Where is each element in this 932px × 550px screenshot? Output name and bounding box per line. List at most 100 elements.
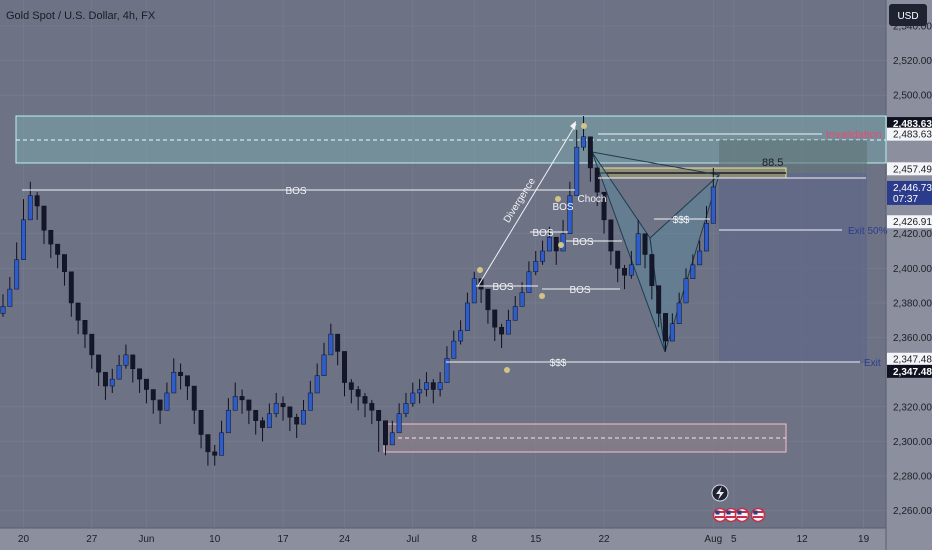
- price-tag-label: 2,347.48: [893, 355, 932, 366]
- candle: [82, 320, 88, 335]
- y-tick-label: 2,540.00: [893, 21, 932, 32]
- candle: [505, 320, 511, 335]
- economic-events[interactable]: [712, 507, 766, 523]
- candle: [205, 434, 211, 453]
- candle: [424, 382, 429, 390]
- candle: [567, 195, 573, 234]
- x-tick-label: 17: [277, 534, 289, 545]
- bos-label-4: BOS: [532, 228, 553, 239]
- candle: [219, 432, 225, 456]
- price-tag-box: [887, 352, 932, 366]
- candle: [704, 223, 709, 252]
- us-flag-icon[interactable]: [734, 507, 750, 523]
- divergence-arrow: [477, 123, 577, 287]
- y-tick-label: 2,260.00: [893, 506, 932, 517]
- candle: [669, 323, 675, 342]
- candle: [130, 354, 136, 369]
- candle: [499, 326, 505, 335]
- price-tags: 2,483.632,483.632,457.492,446.7307:372,4…: [887, 117, 932, 378]
- liquidity-label-2: $$$: [673, 215, 690, 226]
- y-tick-label: 2,400.00: [893, 264, 932, 275]
- candle: [246, 399, 252, 411]
- candle: [260, 420, 265, 428]
- liquidity-label-1: $$$: [550, 358, 567, 369]
- bos-label-2: BOS: [492, 282, 513, 293]
- marker-dot: [581, 123, 587, 129]
- candle: [164, 392, 170, 411]
- candle: [642, 233, 648, 255]
- currency-label: USD: [897, 11, 918, 22]
- candle: [287, 406, 293, 418]
- candle: [628, 264, 634, 276]
- price-tag: 2,483.63: [887, 117, 932, 131]
- y-axis-ticks: 2,540.00 2,520.00 2,500.00 2,420.00 2,400.00…: [893, 21, 932, 517]
- x-tick-label: 20: [18, 534, 30, 545]
- candle: [512, 306, 518, 321]
- candle: [123, 354, 129, 366]
- price-tag-box: [887, 127, 932, 141]
- y-tick-label: 2,360.00: [893, 333, 932, 344]
- marker-dot: [477, 267, 483, 273]
- us-flag-icon[interactable]: [750, 507, 766, 523]
- price-tag: 2,483.63: [887, 127, 932, 141]
- x-tick-label: 5: [731, 534, 737, 545]
- candle: [587, 136, 593, 169]
- candle: [96, 354, 102, 373]
- currency-button[interactable]: [889, 4, 927, 26]
- y-tick-label: 2,300.00: [893, 437, 932, 448]
- price-tag-label: 2,347.48: [893, 367, 932, 378]
- candle: [280, 403, 286, 408]
- price-tag: 2,347.48: [887, 352, 932, 366]
- bos-label-5: BOS: [572, 237, 593, 248]
- candle: [14, 259, 20, 290]
- time-axis[interactable]: [0, 528, 886, 550]
- candle: [301, 410, 306, 425]
- x-tick-label: 15: [530, 534, 542, 545]
- bos-label-6: BOS: [552, 202, 573, 213]
- candle: [546, 236, 552, 252]
- x-tick-label: Jun: [138, 534, 154, 545]
- us-flag-icon[interactable]: [723, 507, 739, 523]
- x-tick-label: 10: [209, 534, 221, 545]
- candle: [396, 413, 402, 434]
- candle: [191, 385, 197, 411]
- price-tag-countdown: 07:37: [893, 194, 918, 205]
- y-tick-label: 2,500.00: [893, 91, 932, 102]
- candle: [184, 375, 190, 387]
- candle: [55, 243, 61, 255]
- candle: [198, 410, 204, 435]
- price-tag-box: [887, 215, 932, 229]
- marker-dot: [558, 242, 564, 248]
- candle: [594, 167, 600, 193]
- candle: [403, 403, 409, 414]
- choch-label: Choch: [578, 194, 607, 205]
- candle: [171, 371, 177, 394]
- candle: [143, 378, 149, 390]
- y-tick-label: 2,280.00: [893, 472, 932, 483]
- price-axis[interactable]: [886, 0, 932, 550]
- candle: [7, 288, 13, 307]
- candle: [608, 219, 614, 252]
- candle: [471, 278, 477, 304]
- candle: [444, 358, 450, 383]
- y-tick-label: 2,420.00: [893, 229, 932, 240]
- candle: [540, 250, 546, 262]
- candle: [34, 195, 40, 207]
- candle: [533, 261, 539, 273]
- lightning-icon[interactable]: [711, 484, 729, 502]
- candle: [710, 186, 716, 224]
- candle: [335, 333, 341, 352]
- candle: [656, 285, 662, 314]
- x-axis-ticks: 20 27 Jun 10 17 24 Jul 8 15 22 Aug 5 12 19: [18, 534, 870, 545]
- candle: [266, 413, 272, 428]
- candle: [314, 375, 320, 394]
- candle: [89, 333, 95, 356]
- candle: [581, 136, 586, 148]
- us-flag-icon[interactable]: [712, 507, 728, 523]
- candle: [253, 410, 259, 421]
- candle: [430, 382, 436, 390]
- candle: [410, 392, 416, 404]
- price-tag-box: [887, 117, 932, 131]
